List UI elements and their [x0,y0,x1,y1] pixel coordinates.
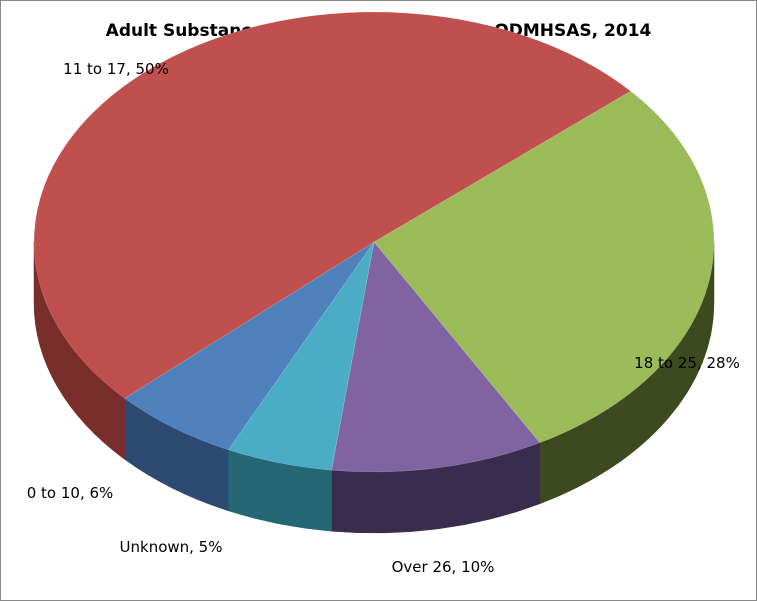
data-label-18-to-25: 18 to 25, 28% [634,354,740,372]
pie-labels: 18 to 25, 28% Over 26, 10% Unknown, 5% 0 to… [27,60,740,576]
pie-slice-0-to-10 [124,241,375,451]
pie-slice-18-to-25 [373,90,715,443]
pie-sides [33,241,715,534]
data-label-11-to-17: 11 to 17, 50% [63,60,169,78]
data-label-0-to-10: 0 to 10, 6% [27,484,114,502]
data-label-over-26: Over 26, 10% [392,558,495,576]
data-label-unknown: Unknown, 5% [120,538,223,556]
pie-slice-unknown [228,241,375,471]
pie-slice-11-to-17 [33,11,631,399]
pie-tops [33,11,715,473]
pie-slice-over-26 [331,241,541,473]
